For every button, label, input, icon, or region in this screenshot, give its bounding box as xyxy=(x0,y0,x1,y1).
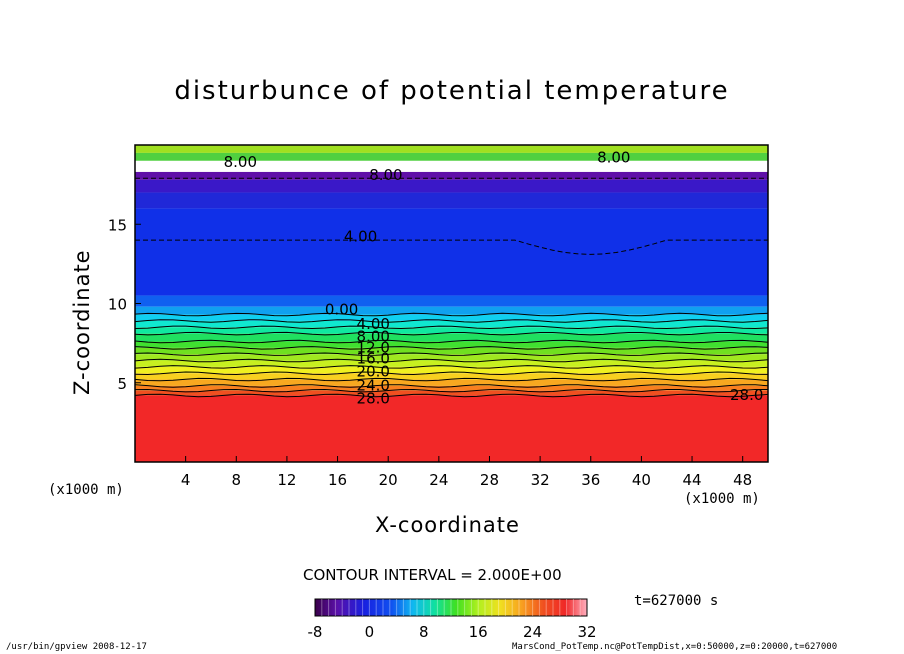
y-tick-label-10: 10 xyxy=(108,296,127,314)
x-tick-label-20: 20 xyxy=(379,471,398,489)
contour-line-9 xyxy=(134,339,769,344)
colorbar-tick--8: -8 xyxy=(308,623,323,641)
band-17 xyxy=(135,366,768,374)
y-tick-label-5: 5 xyxy=(117,375,127,393)
contour-line-0 xyxy=(134,393,769,398)
contour-label-4: 8.00 xyxy=(357,328,390,346)
contour-line-11 xyxy=(134,325,769,330)
x-tick-label-32: 32 xyxy=(531,471,550,489)
footer-right: MarsCond_PotTemp.nc@PotTempDist,x=0:5000… xyxy=(512,642,838,652)
colorbar: -8 0 8 16 24 32 xyxy=(308,598,597,641)
chart-title: disturbunce of potential temperature xyxy=(174,76,730,106)
colorbar-tick-32: 32 xyxy=(577,623,596,641)
contour-line-7 xyxy=(134,352,769,356)
y-axis-label: Z-coordinate xyxy=(70,249,94,395)
contour-label-9: 28.0 xyxy=(357,389,390,407)
contour-label-1: 4.00 xyxy=(344,228,377,246)
band-1 xyxy=(135,152,768,161)
band-5 xyxy=(135,192,768,209)
contour-lines xyxy=(134,177,769,398)
band-3 xyxy=(135,171,768,180)
contour-line-10 xyxy=(134,331,769,336)
band-13 xyxy=(135,341,768,348)
x-tick-label-44: 44 xyxy=(682,471,701,489)
band-11 xyxy=(135,327,768,334)
contour-line-3 xyxy=(134,377,769,382)
colorbar-stripes xyxy=(321,599,581,616)
contour-line-5 xyxy=(134,365,769,369)
colorbar-tick-8: 8 xyxy=(419,623,429,641)
contour-label-0: 8.00 xyxy=(369,166,402,184)
y-axis-ticks: 5 10 15 xyxy=(108,216,141,393)
contour-line-13 xyxy=(134,312,769,317)
band-0 xyxy=(135,145,768,153)
band-12 xyxy=(135,333,768,342)
band-8 xyxy=(135,306,768,315)
footer-left: /usr/bin/gpview 2008-12-17 xyxy=(6,642,147,652)
band-9 xyxy=(135,314,768,321)
band-10 xyxy=(135,320,768,328)
band-20 xyxy=(135,385,768,391)
band-18 xyxy=(135,373,768,380)
band-15 xyxy=(135,354,768,361)
contour-label-11: 8.00 xyxy=(224,153,257,171)
band-19 xyxy=(135,379,768,386)
contour-label-2: 0.00 xyxy=(325,301,358,319)
contour-dash-4 xyxy=(135,239,768,255)
time-label: t=627000 s xyxy=(634,593,719,609)
x-tick-label-36: 36 xyxy=(581,471,600,489)
band-16 xyxy=(135,360,768,367)
colorbar-tick-16: 16 xyxy=(469,623,488,641)
x-tick-label-12: 12 xyxy=(277,471,296,489)
contour-label-12: 8.00 xyxy=(597,148,630,166)
band-2 xyxy=(135,160,768,172)
contour-label-10: 28.0 xyxy=(730,386,763,404)
band-7 xyxy=(135,295,768,307)
contour-label-5: 12.0 xyxy=(357,339,390,357)
contour-line-4 xyxy=(134,371,769,376)
contour-line-1 xyxy=(134,388,768,393)
x-tick-label-48: 48 xyxy=(733,471,752,489)
contour-label-8: 24.0 xyxy=(357,377,390,395)
x-tick-label-4: 4 xyxy=(181,471,191,489)
x-tick-label-8: 8 xyxy=(232,471,242,489)
y-tick-label-15: 15 xyxy=(108,216,127,234)
contour-label-6: 16.0 xyxy=(357,350,390,368)
band-22 xyxy=(135,395,768,462)
temperature-bands xyxy=(135,145,768,462)
band-14 xyxy=(135,347,768,355)
x-tick-label-28: 28 xyxy=(480,471,499,489)
colorbar-tick-0: 0 xyxy=(365,623,375,641)
band-21 xyxy=(135,390,768,396)
contour-labels: 8.004.000.004.008.0012.016.020.024.028.0… xyxy=(224,148,764,407)
contour-label-7: 20.0 xyxy=(357,362,390,380)
x-unit-right: (x1000 m) xyxy=(684,491,760,507)
contour-line-6 xyxy=(134,358,769,363)
contour-line-12 xyxy=(134,319,769,323)
contour-interval: CONTOUR INTERVAL = 2.000E+00 xyxy=(303,566,562,584)
x-tick-label-40: 40 xyxy=(632,471,651,489)
x-unit-left: (x1000 m) xyxy=(48,482,124,498)
band-4 xyxy=(135,179,768,193)
colorbar-ticks: -8 0 8 16 24 32 xyxy=(308,623,597,641)
contour-line-8 xyxy=(134,346,769,350)
contour-line-2 xyxy=(134,384,769,388)
colorbar-bar xyxy=(314,598,588,617)
band-6 xyxy=(135,208,768,296)
colorbar-tick-24: 24 xyxy=(523,623,542,641)
x-tick-label-24: 24 xyxy=(429,471,448,489)
x-tick-label-16: 16 xyxy=(328,471,347,489)
x-axis-label: X-coordinate xyxy=(375,513,520,537)
x-axis-ticks: 4 8 12 16 20 24 28 32 36 40 44 48 xyxy=(181,456,752,489)
contour-label-3: 4.00 xyxy=(357,315,390,333)
